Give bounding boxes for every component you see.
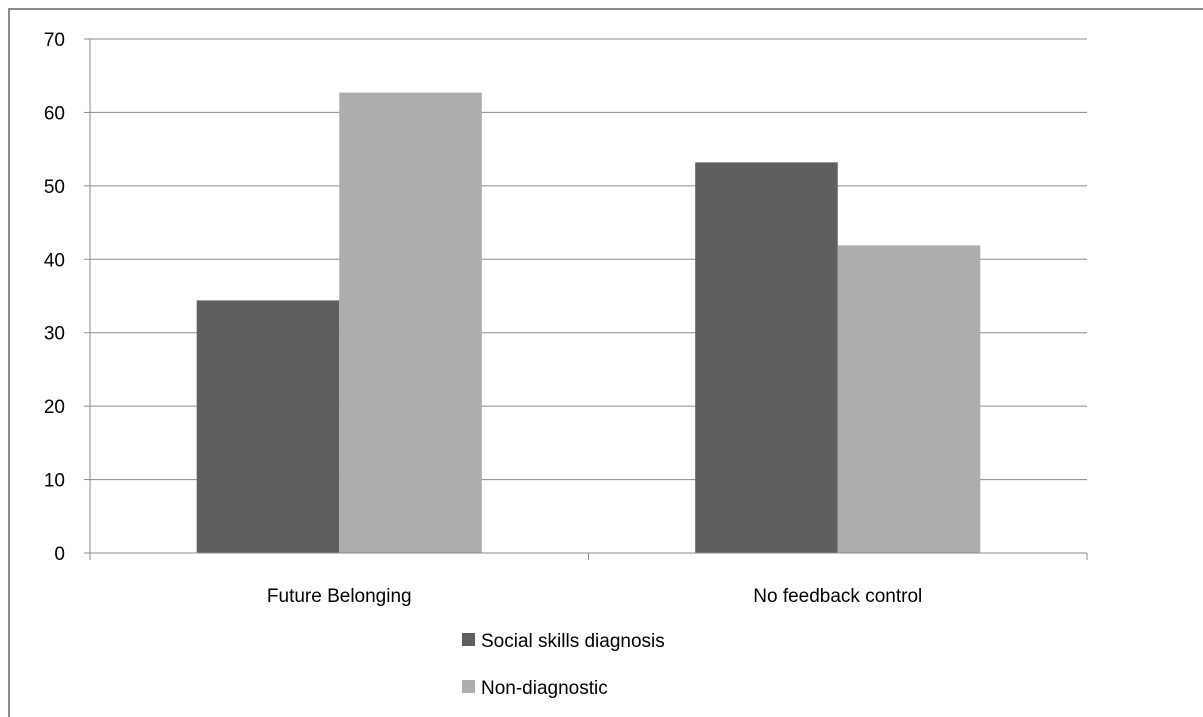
y-tick-label: 30 (44, 324, 65, 345)
y-tick-label: 50 (44, 177, 65, 198)
bar (695, 162, 838, 554)
bar (339, 92, 482, 554)
axes: 0 10 20 30 40 50 60 70 Future Belonging No feedba… (44, 30, 1088, 607)
x-category-label: No feedback control (753, 586, 922, 607)
y-tick-label: 60 (44, 103, 65, 124)
y-tick-label: 40 (44, 250, 65, 271)
bar (837, 245, 981, 553)
legend-swatch (462, 633, 475, 646)
legend-label: Social skills diagnosis (481, 631, 665, 652)
y-tick-label: 0 (54, 544, 65, 565)
y-tick-label: 10 (44, 471, 65, 492)
legend: Social skills diagnosis Non-diagnostic (462, 631, 665, 699)
x-category-label: Future Belonging (267, 586, 412, 607)
legend-swatch (462, 680, 475, 693)
y-tick-label: 70 (44, 30, 65, 51)
y-tick-label: 20 (44, 397, 65, 418)
bars (196, 92, 981, 554)
bar (196, 300, 340, 553)
legend-label: Non-diagnostic (481, 678, 608, 699)
